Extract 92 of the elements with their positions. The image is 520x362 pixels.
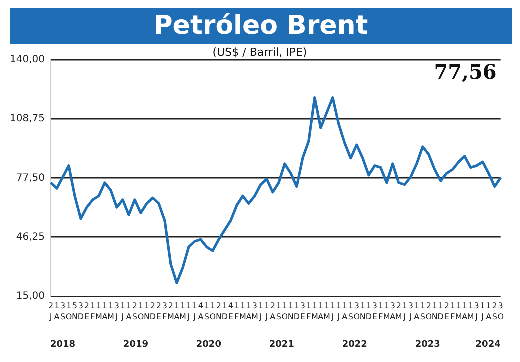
x-tick-label: O bbox=[210, 312, 216, 322]
y-tick-label: 140,00 bbox=[10, 54, 45, 66]
x-tick-label: J bbox=[408, 312, 412, 322]
x-tick-label: J bbox=[258, 312, 262, 322]
x-tick-label: S bbox=[492, 312, 498, 322]
x-tick-label: A bbox=[246, 312, 252, 322]
x-tick-label: A bbox=[390, 312, 396, 322]
text: 2131532111131121122321111411214111311211113111111113113113213112112111131123 bbox=[48, 301, 504, 310]
x-tick-label: D bbox=[294, 312, 300, 322]
y-tick-label: 108,75 bbox=[10, 114, 45, 125]
x-tick-label: J bbox=[192, 312, 196, 322]
x-tick-label: S bbox=[348, 312, 354, 322]
x-tick-label: J bbox=[330, 312, 334, 322]
text: 2021 bbox=[269, 340, 294, 350]
text: 2024 bbox=[476, 340, 501, 350]
x-tick-label: A bbox=[414, 312, 420, 322]
x-tick-label: E bbox=[228, 312, 234, 322]
x-tick-label: O bbox=[354, 312, 360, 322]
x-tick-label: E bbox=[300, 312, 306, 322]
text: 2022 bbox=[342, 340, 368, 350]
x-tick-label: J bbox=[480, 312, 484, 322]
x-tick-label: M bbox=[311, 312, 318, 322]
x-tick-label: O bbox=[282, 312, 288, 322]
text: 2023 bbox=[415, 340, 440, 350]
x-tick-label: O bbox=[498, 312, 504, 322]
text: 2018 bbox=[50, 340, 76, 350]
x-tick-label: S bbox=[276, 312, 282, 322]
text: 2019 bbox=[123, 340, 148, 350]
x-tick-label: F bbox=[378, 312, 384, 322]
x-tick-label: J bbox=[474, 312, 478, 322]
x-tick-label: S bbox=[132, 312, 138, 322]
x-tick-label: D bbox=[222, 312, 228, 322]
chart-title: Petróleo Brent bbox=[10, 8, 512, 44]
chart-subtitle: (US$ / Barril, IPE) bbox=[212, 46, 308, 59]
x-tick-label: M bbox=[179, 312, 186, 322]
x-tick-label: N bbox=[144, 312, 150, 322]
x-tick-label: J bbox=[264, 312, 268, 322]
x-tick-label: A bbox=[126, 312, 132, 322]
x-tick-label: N bbox=[432, 312, 438, 322]
x-tick-label: J bbox=[48, 312, 52, 322]
x-tick-label: A bbox=[174, 312, 180, 322]
y-tick-label: 77,50 bbox=[16, 172, 45, 184]
x-tick-label: J bbox=[120, 312, 124, 322]
y-tick-label: 15,00 bbox=[16, 290, 45, 302]
x-tick-label: M bbox=[467, 312, 474, 322]
text: 2020 bbox=[196, 340, 222, 350]
x-tick-label: A bbox=[198, 312, 204, 322]
x-tick-label: M bbox=[168, 312, 174, 322]
x-tick-label: F bbox=[90, 312, 96, 322]
x-tick-label: E bbox=[84, 312, 90, 322]
x-tick-label: M bbox=[383, 312, 390, 322]
x-tick-label: D bbox=[78, 312, 84, 322]
x-tick-label: S bbox=[60, 312, 66, 322]
x-tick-label: D bbox=[438, 312, 444, 322]
x-tick-label: O bbox=[138, 312, 144, 322]
x-tick-label: N bbox=[288, 312, 294, 322]
y-tick-label: 46,25 bbox=[16, 232, 45, 243]
x-tick-label: F bbox=[306, 312, 312, 322]
x-tick-label: N bbox=[72, 312, 78, 322]
annotation: 77,56 bbox=[434, 60, 497, 84]
x-tick-label: A bbox=[342, 312, 348, 322]
x-tick-label: F bbox=[234, 312, 240, 322]
x-tick-label: D bbox=[150, 312, 156, 322]
x-tick-label: F bbox=[450, 312, 456, 322]
x-tick-label: M bbox=[323, 312, 330, 322]
x-tick-label: J bbox=[402, 312, 406, 322]
x-tick-label: F bbox=[162, 312, 168, 322]
x-tick-label: A bbox=[462, 312, 468, 322]
x-tick-label: E bbox=[156, 312, 162, 322]
x-tick-label: A bbox=[486, 312, 492, 322]
x-tick-label: M bbox=[96, 312, 103, 322]
x-tick-label: S bbox=[420, 312, 426, 322]
x-tick-label: N bbox=[360, 312, 366, 322]
x-tick-label: O bbox=[66, 312, 72, 322]
x-tick-label: M bbox=[455, 312, 462, 322]
x-tick-label: D bbox=[366, 312, 372, 322]
x-tick-label: A bbox=[54, 312, 60, 322]
x-tick-label: J bbox=[186, 312, 190, 322]
x-tick-label: A bbox=[318, 312, 324, 322]
x-tick-label: S bbox=[204, 312, 210, 322]
x-tick-label: M bbox=[239, 312, 246, 322]
x-tick-label: E bbox=[372, 312, 378, 322]
x-tick-label: J bbox=[114, 312, 118, 322]
x-tick-label: M bbox=[251, 312, 258, 322]
x-tick-label: M bbox=[108, 312, 115, 322]
x-tick-label: J bbox=[336, 312, 340, 322]
x-tick-label: N bbox=[216, 312, 222, 322]
x-tick-label: E bbox=[444, 312, 450, 322]
x-tick-label: A bbox=[270, 312, 276, 322]
x-tick-label: O bbox=[426, 312, 432, 322]
x-tick-label: M bbox=[395, 312, 402, 322]
x-tick-label: A bbox=[102, 312, 108, 322]
